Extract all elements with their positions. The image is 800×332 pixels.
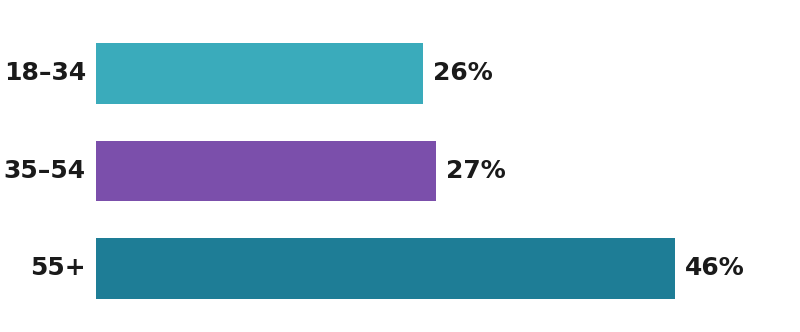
Text: 18–34: 18–34 [4, 61, 86, 85]
Bar [96, 141, 436, 201]
Bar [96, 43, 423, 104]
Text: 35–54: 35–54 [4, 159, 86, 183]
Text: 46%: 46% [686, 256, 745, 281]
Text: 27%: 27% [446, 159, 506, 183]
Text: 55+: 55+ [30, 256, 86, 281]
Bar [96, 238, 675, 299]
Text: 26%: 26% [434, 61, 494, 85]
